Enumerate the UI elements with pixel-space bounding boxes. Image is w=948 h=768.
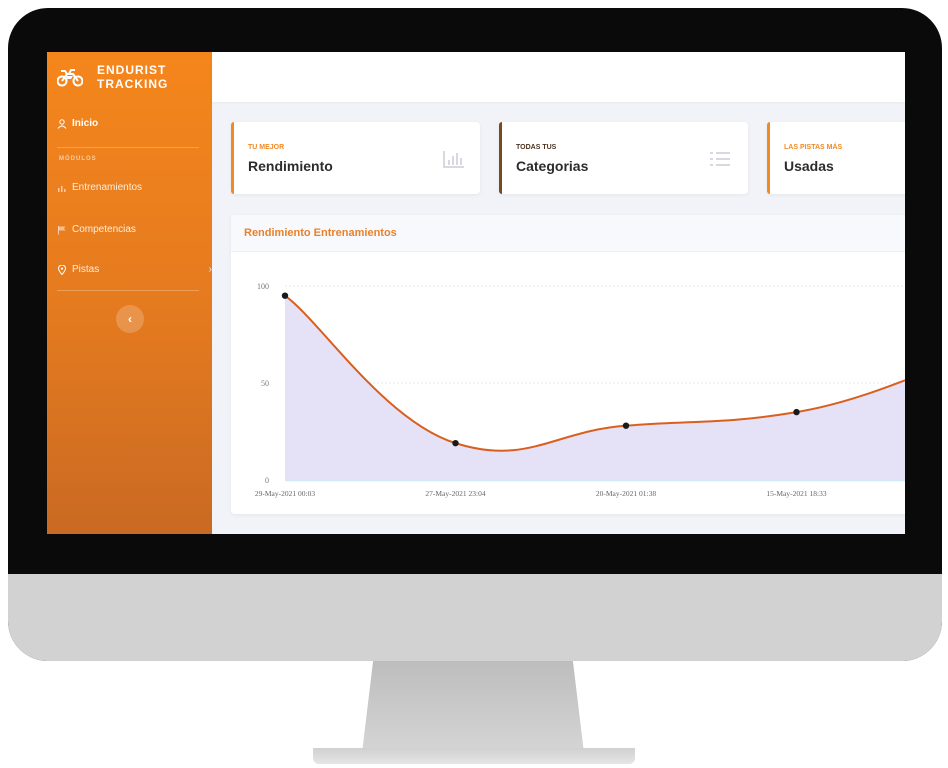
brand[interactable]: ENDURIST TRACKING bbox=[47, 52, 212, 102]
y-tick-label: 0 bbox=[265, 476, 269, 485]
data-point bbox=[281, 292, 289, 299]
brand-name: ENDURIST TRACKING bbox=[97, 63, 168, 91]
data-point bbox=[622, 422, 630, 429]
sidebar-item-label: Competencias bbox=[72, 224, 136, 235]
list-icon bbox=[710, 152, 730, 166]
sidebar-section-heading: MÓDULOS bbox=[59, 156, 97, 162]
sidebar-item-competencias[interactable]: Competencias bbox=[47, 224, 212, 235]
sidebar-item-entrenamientos[interactable]: Entrenamientos bbox=[47, 182, 212, 193]
card-title: Usadas bbox=[784, 158, 834, 174]
flag-icon bbox=[58, 225, 66, 234]
x-tick-label: 29-May-2021 00:03 bbox=[255, 489, 315, 498]
monitor-stand-foot bbox=[313, 748, 635, 764]
x-tick-label: 15-May-2021 18:33 bbox=[766, 489, 826, 498]
card-title: Rendimiento bbox=[248, 158, 333, 174]
card-accent bbox=[231, 122, 234, 194]
chart-card: Rendimiento Entrenamientos 0 50 100 29-May-… bbox=[231, 215, 905, 514]
sidebar-item-inicio[interactable]: Inicio bbox=[47, 118, 212, 129]
card-categorias[interactable]: TODAS TUS Categorias bbox=[499, 122, 748, 194]
card-subtitle: TU MEJOR bbox=[248, 144, 285, 151]
data-point bbox=[452, 439, 459, 447]
card-accent bbox=[499, 122, 502, 194]
monitor-chin bbox=[8, 574, 942, 661]
data-point bbox=[793, 408, 800, 416]
brand-line-2: TRACKING bbox=[97, 77, 169, 91]
y-tick-label: 50 bbox=[261, 379, 269, 388]
card-subtitle: LAS PISTAS MÁS bbox=[784, 144, 843, 151]
x-tick-label: 27-May-2021 23:04 bbox=[425, 489, 485, 498]
card-rendimiento[interactable]: TU MEJOR Rendimiento bbox=[231, 122, 480, 194]
series-area bbox=[285, 295, 905, 480]
sidebar-item-pistas[interactable]: Pistas › bbox=[47, 264, 212, 275]
sidebar-toggle-button[interactable]: ‹ bbox=[116, 305, 144, 333]
y-tick-label: 100 bbox=[257, 282, 269, 291]
chart-title: Rendimiento Entrenamientos bbox=[231, 215, 905, 252]
brand-line-1: ENDURIST bbox=[97, 63, 167, 77]
chevron-right-icon: › bbox=[208, 264, 212, 275]
screen: ENDURIST TRACKING Inicio MÓDULOS Entrena… bbox=[47, 52, 905, 534]
card-accent bbox=[767, 122, 770, 194]
x-tick-label: 20-May-2021 01:38 bbox=[596, 489, 656, 498]
user-icon bbox=[57, 118, 67, 129]
bar-chart-icon bbox=[443, 151, 464, 168]
motorcycle-icon bbox=[57, 69, 83, 87]
sidebar-item-label: Inicio bbox=[72, 118, 99, 129]
sidebar: ENDURIST TRACKING Inicio MÓDULOS Entrena… bbox=[47, 52, 212, 534]
card-subtitle: TODAS TUS bbox=[516, 144, 557, 151]
sidebar-divider bbox=[57, 147, 199, 148]
card-usadas[interactable]: LAS PISTAS MÁS Usadas bbox=[767, 122, 905, 194]
sidebar-divider bbox=[57, 290, 199, 291]
topbar bbox=[212, 52, 905, 102]
card-title: Categorias bbox=[516, 158, 589, 174]
sidebar-item-label: Entrenamientos bbox=[72, 182, 143, 193]
performance-chart[interactable]: 0 50 100 29-May-2021 00:03 27-May-2021 23:04… bbox=[231, 252, 905, 514]
map-pin-icon bbox=[57, 264, 67, 275]
sidebar-item-label: Pistas bbox=[72, 264, 100, 275]
monitor-stand-neck bbox=[362, 661, 584, 753]
bar-chart-icon bbox=[58, 185, 66, 192]
